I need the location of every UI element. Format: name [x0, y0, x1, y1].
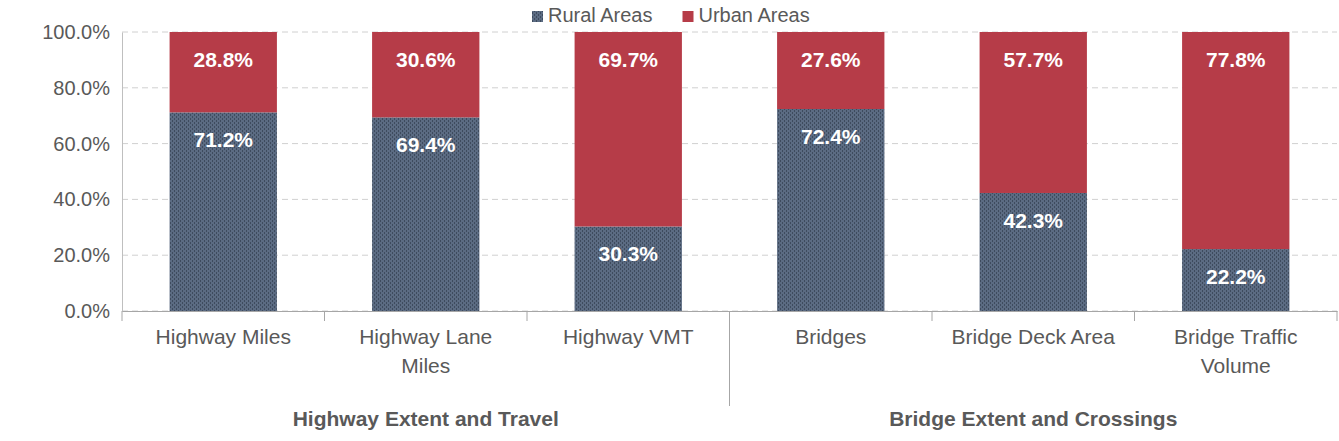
- y-tick: 0.0%: [64, 300, 122, 322]
- data-label: 72.4%: [801, 125, 861, 148]
- data-label: 71.2%: [193, 128, 253, 151]
- bars: [170, 32, 1290, 311]
- category-boundary: [1134, 311, 1135, 321]
- data-label: 30.6%: [396, 48, 456, 71]
- data-label: 27.6%: [801, 48, 861, 71]
- bar-segment: [980, 193, 1087, 311]
- bar-segment: [575, 226, 682, 311]
- y-tick-label: 80.0%: [53, 77, 110, 99]
- x-boundaries: [122, 311, 1337, 406]
- data-label: 77.8%: [1206, 48, 1266, 71]
- x-tick-label: Highway VMT: [563, 325, 694, 348]
- legend-label: Rural Areas: [548, 4, 653, 26]
- legend: Rural Areas Urban Areas: [532, 4, 810, 26]
- bar-segment: [777, 109, 884, 311]
- y-tick-label: 100.0%: [42, 21, 110, 43]
- bar-segment: [575, 32, 682, 226]
- bar-segment: [372, 117, 479, 311]
- bar-segment: [170, 32, 277, 112]
- legend-item: Urban Areas: [683, 4, 810, 26]
- chart: 0.0% 20.0% 40.0% 60.0% 80.0% 100.0% 71.2% 69.4%…: [0, 0, 1339, 441]
- grid-line: [122, 32, 1337, 33]
- data-label: 69.4%: [396, 133, 456, 156]
- bar-segment: [170, 112, 277, 311]
- data-label: 28.8%: [193, 48, 253, 71]
- x-tick-label: Bridges: [795, 325, 866, 348]
- y-tick-label: 20.0%: [53, 244, 110, 266]
- group-label: Bridge Extent and Crossings: [889, 407, 1177, 430]
- y-tick: 80.0%: [53, 77, 122, 99]
- y-tick-label: 60.0%: [53, 133, 110, 155]
- data-label: 69.7%: [598, 48, 658, 71]
- legend-label: Urban Areas: [699, 4, 810, 26]
- y-tick: 60.0%: [53, 133, 122, 155]
- grid-line: [122, 143, 1337, 144]
- x-tick-label: Highway Miles: [156, 325, 291, 348]
- category-boundary: [122, 311, 123, 321]
- bar-segment: [777, 32, 884, 109]
- data-label: 57.7%: [1003, 48, 1063, 71]
- bar-segment: [1182, 32, 1289, 249]
- x-tick: Highway LaneMiles: [359, 311, 492, 377]
- category-boundary: [932, 311, 933, 321]
- y-tick: 100.0%: [42, 21, 122, 43]
- x-tick: Highway Miles: [156, 311, 291, 348]
- x-tick: Bridges: [795, 311, 866, 348]
- y-axis-line: [122, 33, 123, 312]
- x-tick-label: Bridge Deck Area: [952, 325, 1116, 348]
- grid-line: [122, 87, 1337, 88]
- y-tick: 40.0%: [53, 188, 122, 210]
- category-boundary: [324, 311, 325, 321]
- y-axis: 0.0% 20.0% 40.0% 60.0% 80.0% 100.0%: [42, 21, 122, 322]
- y-tick: 20.0%: [53, 244, 122, 266]
- data-label: 30.3%: [598, 242, 658, 265]
- grid-line: [122, 255, 1337, 256]
- grid-line: [122, 199, 1337, 200]
- group-label: Highway Extent and Travel: [293, 407, 559, 430]
- y-tick-label: 40.0%: [53, 188, 110, 210]
- x-tick: Highway VMT: [563, 311, 694, 348]
- x-tick: Bridge Deck Area: [952, 311, 1116, 348]
- data-label: 42.3%: [1003, 209, 1063, 232]
- legend-swatch: [532, 11, 543, 22]
- category-boundary: [729, 311, 730, 406]
- category-boundary: [1337, 311, 1338, 321]
- x-tick: Bridge TrafficVolume: [1174, 311, 1297, 377]
- legend-item: Rural Areas: [532, 4, 653, 26]
- legend-swatch: [683, 11, 694, 22]
- category-boundary: [527, 311, 528, 321]
- grid: [122, 32, 1337, 311]
- bar-segment: [1182, 249, 1289, 311]
- bar-segment: [372, 32, 479, 117]
- x-tick-label: Highway LaneMiles: [359, 325, 492, 377]
- data-labels: 71.2% 69.4% 30.3% 72.4% 42.3% 22.2% 28.8% 30.6%…: [193, 48, 1265, 288]
- x-tick-label: Bridge TrafficVolume: [1174, 325, 1297, 377]
- data-label: 22.2%: [1206, 265, 1266, 288]
- bar-segment: [980, 32, 1087, 193]
- y-tick-label: 0.0%: [64, 300, 110, 322]
